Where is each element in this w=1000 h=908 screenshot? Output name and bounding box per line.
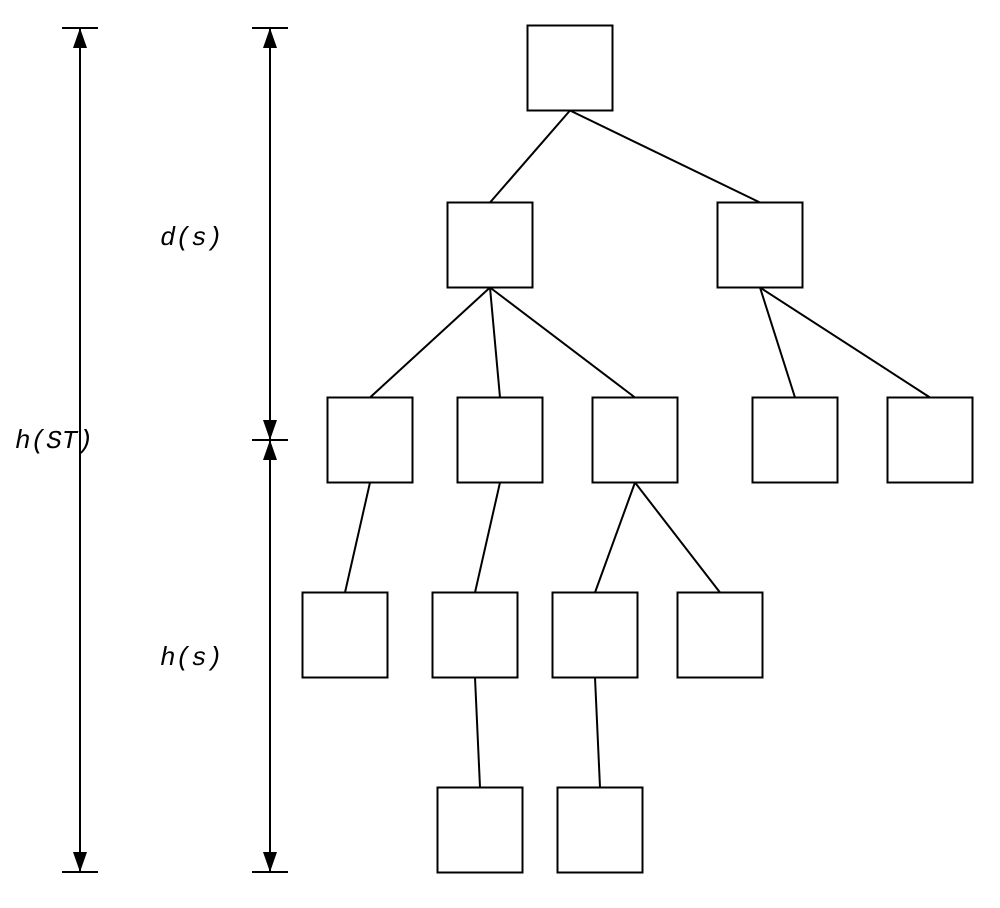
label-h_ST: h(ST) [15, 426, 93, 456]
tree-node [553, 593, 638, 678]
tree-node [433, 593, 518, 678]
label-d_s: d(s) [160, 223, 222, 253]
tree-node [303, 593, 388, 678]
edge [490, 288, 500, 398]
edge [635, 483, 720, 593]
tree-node [448, 203, 533, 288]
edge [475, 483, 500, 593]
tree-node [328, 398, 413, 483]
edge [490, 111, 570, 203]
edge [570, 111, 760, 203]
tree-diagram: h(ST) d(s) h(s) [0, 0, 1000, 908]
edge [595, 483, 635, 593]
tree-node [888, 398, 973, 483]
edge [595, 678, 600, 788]
tree-node [593, 398, 678, 483]
edge [760, 288, 795, 398]
tree-node [458, 398, 543, 483]
tree-node [718, 203, 803, 288]
edge [475, 678, 480, 788]
edge [490, 288, 635, 398]
tree-node [438, 788, 523, 873]
tree-node [678, 593, 763, 678]
tree-node [528, 26, 613, 111]
tree-node [753, 398, 838, 483]
label-h_s: h(s) [160, 643, 222, 673]
tree-node [558, 788, 643, 873]
edge [760, 288, 930, 398]
edge [370, 288, 490, 398]
edge [345, 483, 370, 593]
